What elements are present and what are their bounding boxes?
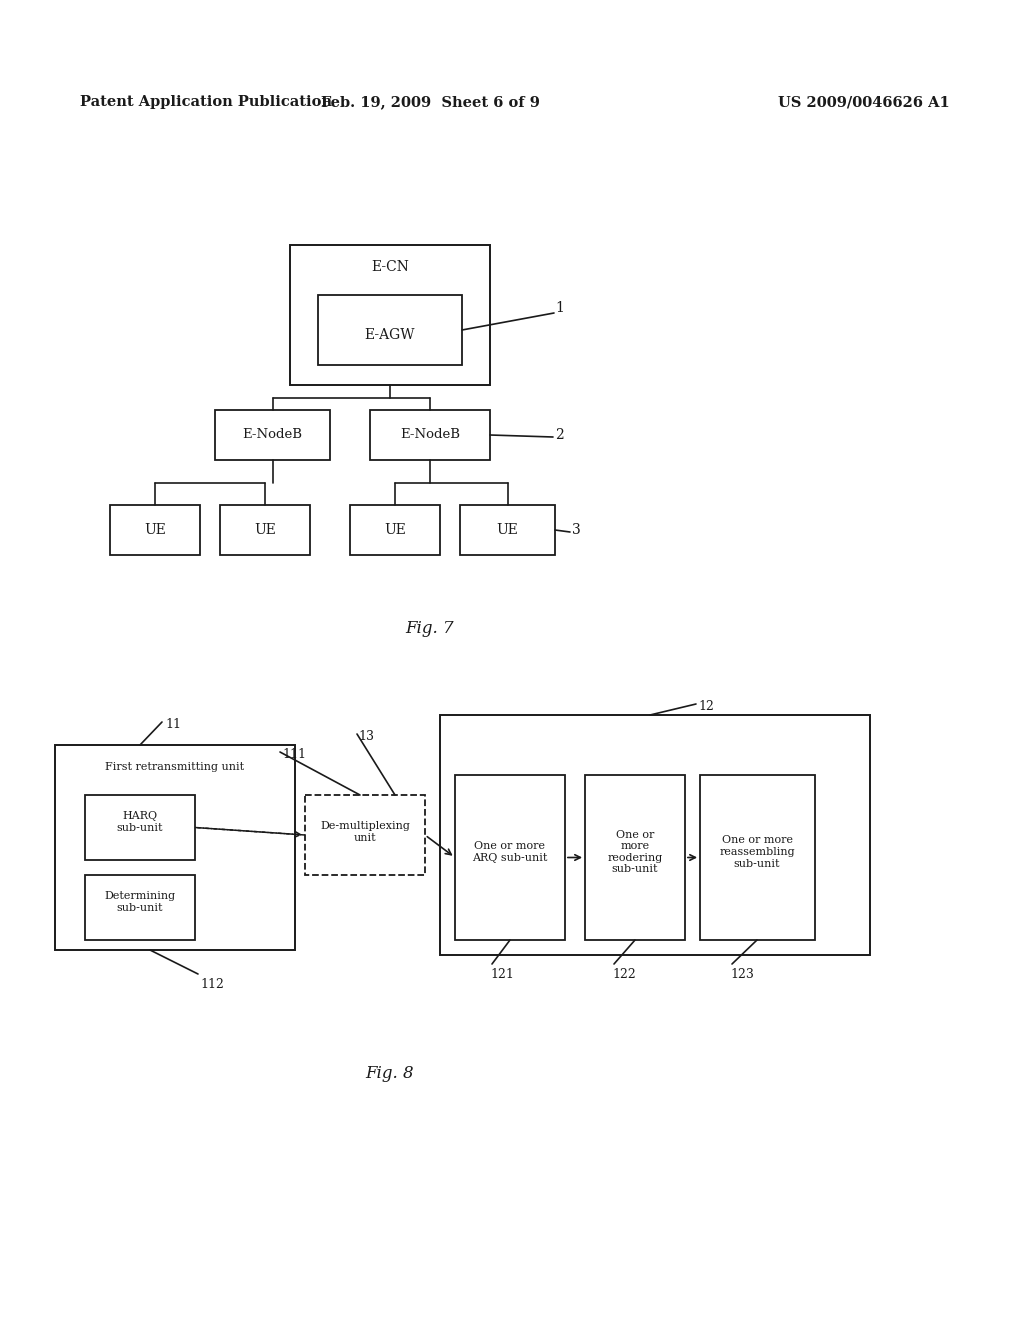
Bar (110, 506, 200, 554)
Bar (305, 795, 425, 875)
Text: Feb. 19, 2009  Sheet 6 of 9: Feb. 19, 2009 Sheet 6 of 9 (321, 95, 540, 110)
Text: E-CN: E-CN (371, 260, 409, 275)
Bar (220, 506, 310, 554)
Text: Patent Application Publication: Patent Application Publication (80, 95, 332, 110)
Bar (460, 506, 555, 554)
Text: US 2009/0046626 A1: US 2009/0046626 A1 (778, 95, 950, 110)
Bar (290, 246, 490, 385)
Text: HARQ
sub-unit: HARQ sub-unit (117, 812, 163, 833)
Text: E-NodeB: E-NodeB (243, 429, 302, 441)
Text: UE: UE (497, 523, 518, 537)
Text: Fig. 8: Fig. 8 (366, 1065, 415, 1082)
Text: E-AGW: E-AGW (365, 327, 416, 342)
Bar (85, 795, 195, 861)
Text: UE: UE (144, 523, 166, 537)
Bar (700, 775, 815, 940)
Text: 12: 12 (698, 700, 714, 713)
Bar (55, 744, 295, 950)
Text: UE: UE (254, 523, 275, 537)
Text: 2: 2 (555, 428, 564, 442)
Text: 11: 11 (165, 718, 181, 731)
Text: Determining
sub-unit: Determining sub-unit (104, 891, 175, 913)
Text: 123: 123 (730, 968, 754, 981)
Text: UE: UE (384, 523, 406, 537)
Bar (370, 411, 490, 459)
Bar (440, 715, 870, 954)
Text: 3: 3 (572, 523, 581, 537)
Text: 121: 121 (490, 968, 514, 981)
Bar (215, 411, 330, 459)
Bar (585, 775, 685, 940)
Text: One or more
ARQ sub-unit: One or more ARQ sub-unit (472, 841, 548, 863)
Text: 111: 111 (282, 748, 306, 762)
Text: De-multiplexing
unit: De-multiplexing unit (321, 821, 410, 842)
Bar (350, 506, 440, 554)
Text: One or more
reassembling
sub-unit: One or more reassembling sub-unit (719, 836, 795, 869)
Text: 122: 122 (612, 968, 636, 981)
Bar (318, 294, 462, 366)
Bar (455, 775, 565, 940)
Text: Fig. 7: Fig. 7 (406, 620, 455, 638)
Text: 1: 1 (555, 301, 564, 315)
Text: First retransmitting unit: First retransmitting unit (105, 762, 245, 772)
Text: 112: 112 (200, 978, 224, 991)
Text: 13: 13 (358, 730, 374, 743)
Bar (85, 875, 195, 940)
Text: One or
more
reodering
sub-unit: One or more reodering sub-unit (607, 829, 663, 874)
Text: E-NodeB: E-NodeB (400, 429, 460, 441)
